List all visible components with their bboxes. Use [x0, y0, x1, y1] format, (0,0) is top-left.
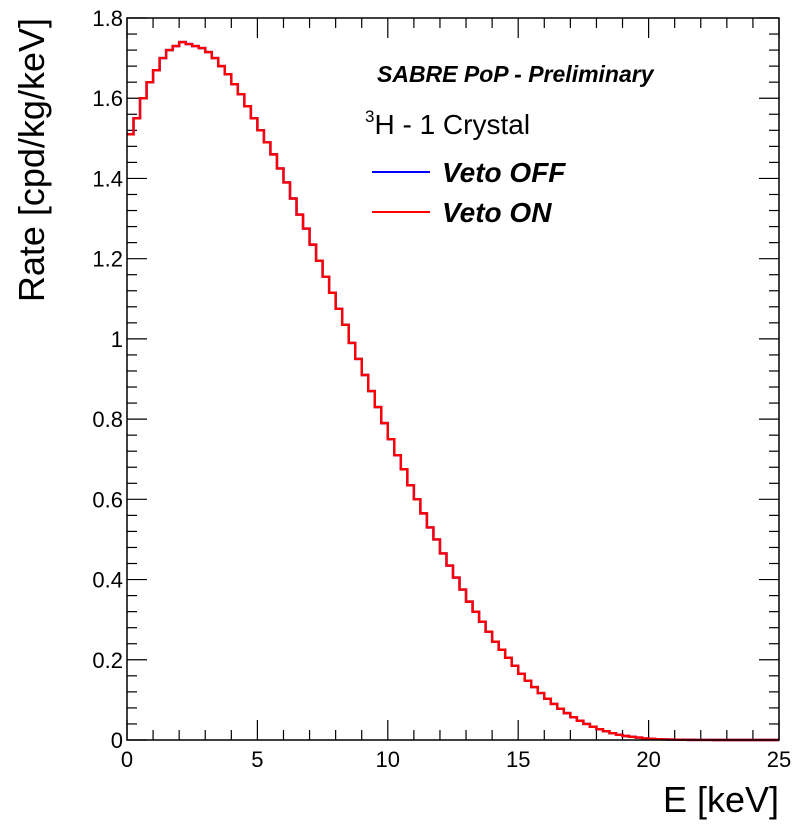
y-tick-label: 1.8: [92, 6, 123, 31]
subtitle-superscript: 3: [365, 107, 374, 126]
y-axis-title: Rate [cpd/kg/keV]: [11, 18, 52, 302]
plot-frame: [126, 17, 780, 741]
series-layer: [127, 40, 779, 742]
y-tick-label: 1: [111, 327, 123, 352]
preliminary-annotation: SABRE PoP - Preliminary: [377, 61, 655, 87]
tick-labels: 0 5 10 15 20 25 0 0.2 0.4 0.6 0.8 1 1.2 1.4 1.6 1.8: [92, 6, 791, 772]
y-tick-label: 0.6: [92, 487, 123, 512]
y-tick-label: 1.2: [92, 247, 123, 272]
x-tick-label: 20: [636, 747, 660, 772]
y-tick-label: 0.2: [92, 648, 123, 673]
legend-label-veto-on: Veto ON: [442, 197, 552, 228]
x-axis-title: E [keV]: [663, 779, 779, 820]
x-tick-label: 15: [506, 747, 530, 772]
subtitle: 3H - 1 Crystal: [365, 107, 530, 140]
y-tick-label: 0.8: [92, 407, 123, 432]
y-tick-label: 0: [111, 728, 123, 753]
legend: Veto OFF Veto ON: [372, 157, 566, 228]
legend-label-veto-off: Veto OFF: [442, 157, 566, 188]
y-tick-label: 1.6: [92, 86, 123, 111]
y-tick-label: 0.4: [92, 568, 123, 593]
x-tick-label: 0: [121, 747, 133, 772]
x-tick-label: 5: [251, 747, 263, 772]
x-tick-label: 10: [376, 747, 400, 772]
series-line-veto-on: [127, 40, 779, 742]
subtitle-text: H - 1 Crystal: [374, 109, 530, 140]
axis-ticks: [126, 17, 780, 741]
y-tick-label: 1.4: [92, 166, 123, 191]
x-tick-label: 25: [767, 747, 791, 772]
